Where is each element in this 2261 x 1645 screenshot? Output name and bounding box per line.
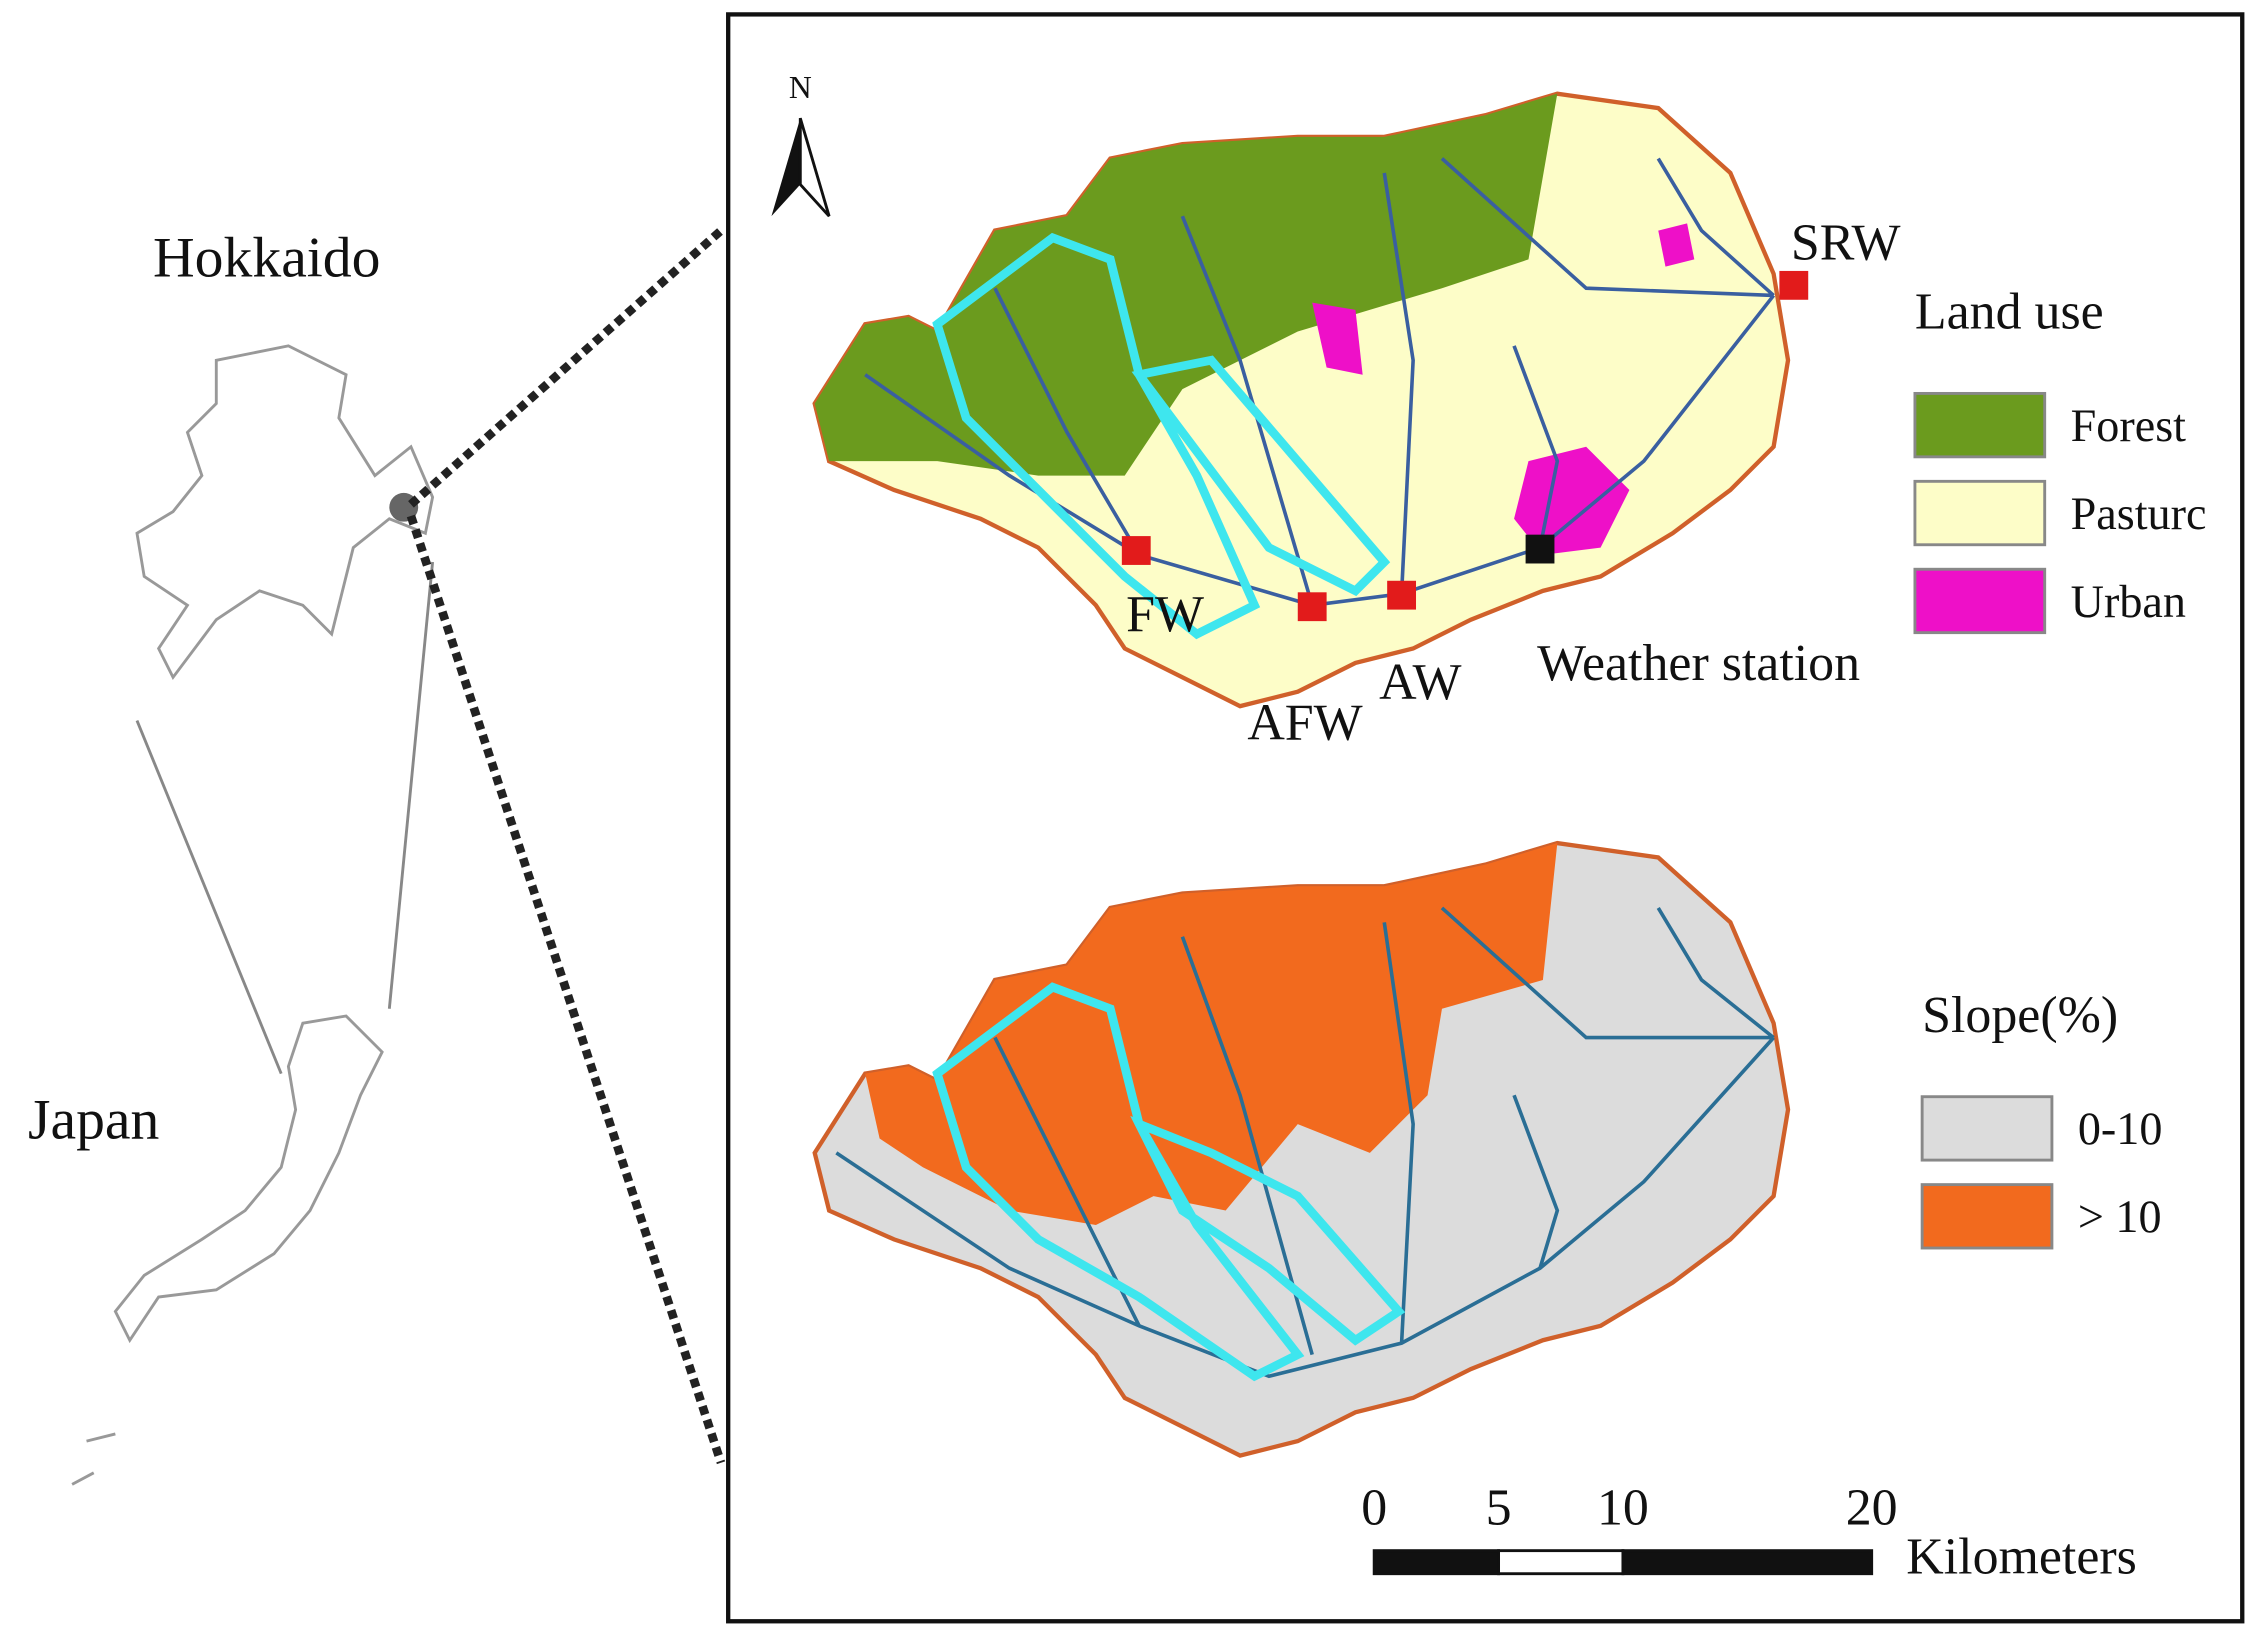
site-label: Weather station — [1537, 635, 1860, 692]
north-arrow — [771, 118, 801, 217]
scale-label: 20 — [1846, 1480, 1898, 1537]
legend-label: 0-10 — [2078, 1103, 2163, 1154]
scale-segment — [1372, 1549, 1501, 1576]
legend-swatch — [1913, 479, 2047, 547]
slope-map — [812, 840, 1791, 1458]
legend-label: > 10 — [2078, 1191, 2162, 1242]
legend-label: Pasturc — [2071, 488, 2207, 539]
north-arrow — [798, 117, 831, 218]
site-label: AFW — [1247, 694, 1362, 751]
site-label: AW — [1379, 654, 1461, 711]
legend-swatch — [1920, 1095, 2054, 1162]
legends: Land use Forest Pasturc Urban Slope(%) 0-10 > … — [1913, 284, 2207, 1250]
scale-segment — [1497, 1549, 1625, 1576]
scale-segment — [1621, 1549, 1874, 1576]
map-frame — [726, 12, 2245, 1624]
scale-label: 0 — [1361, 1480, 1387, 1537]
scale-label: 5 — [1486, 1480, 1512, 1537]
hokkaido-label: Hokkaido — [153, 227, 380, 290]
legend-title: Slope(%) — [1922, 987, 2118, 1044]
legend-swatch — [1913, 391, 2047, 459]
north-label: N — [789, 70, 812, 105]
legend-label: Urban — [2071, 576, 2186, 627]
site-label: SRW — [1791, 214, 1901, 271]
legend-label: Forest — [2071, 400, 2186, 451]
japan-outline — [71, 344, 435, 1486]
site-markers — [1121, 270, 1809, 622]
scale-label: 10 — [1597, 1480, 1649, 1537]
zoom-lines — [406, 227, 726, 1465]
legend-title: Land use — [1915, 284, 2104, 341]
scale-unit: Kilometers — [1906, 1529, 2137, 1586]
legend-swatch — [1920, 1183, 2054, 1250]
japan-label: Japan — [28, 1089, 159, 1152]
site-label: FW — [1126, 586, 1204, 643]
legend-swatch — [1913, 567, 2047, 635]
